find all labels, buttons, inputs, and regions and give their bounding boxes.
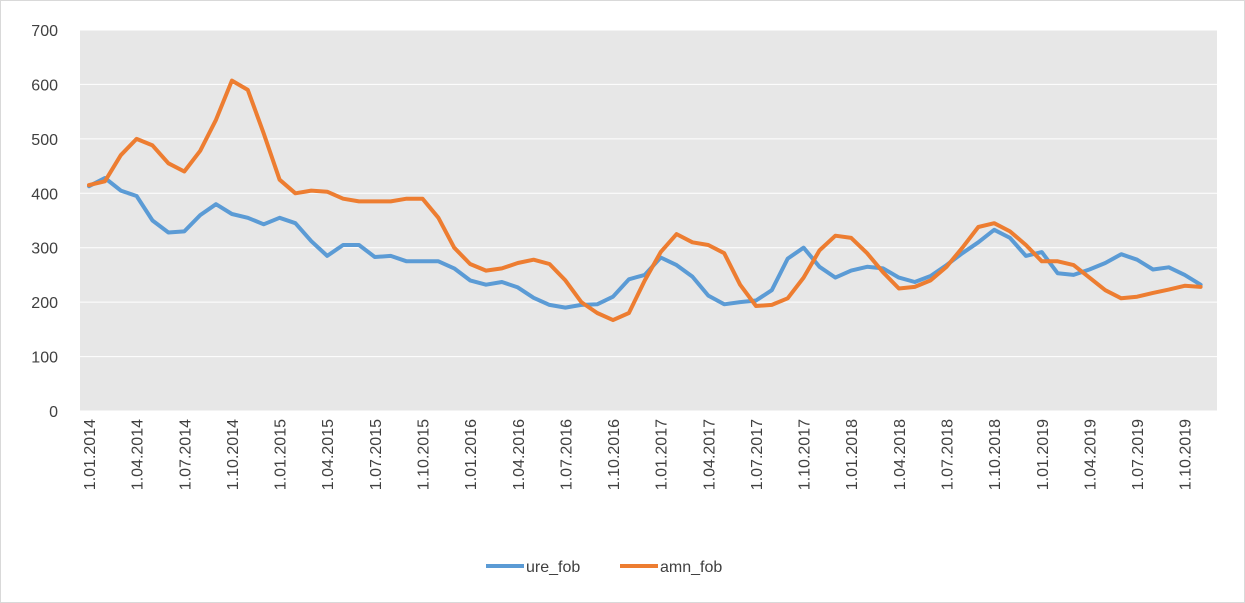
x-tick-label: 1.04.2017 — [701, 419, 718, 490]
x-tick-label: 1.10.2017 — [797, 419, 814, 490]
x-tick-label: 1.04.2019 — [1082, 419, 1099, 490]
line-series — [87, 78, 1203, 323]
x-tick-label: 1.10.2019 — [1178, 419, 1195, 490]
x-tick-label: 1.10.2018 — [987, 419, 1004, 490]
x-tick-label: 1.01.2018 — [844, 419, 861, 490]
x-tick-label: 1.01.2016 — [463, 419, 480, 490]
y-tick-label: 300 — [31, 241, 58, 258]
x-tick-label: 1.10.2014 — [225, 419, 242, 490]
x-tick-label: 1.07.2014 — [177, 419, 194, 490]
y-tick-label: 0 — [49, 404, 58, 421]
y-tick-label: 400 — [31, 186, 58, 203]
x-tick-label: 1.04.2014 — [130, 419, 147, 490]
line-series — [87, 176, 1203, 310]
y-tick-label: 500 — [31, 132, 58, 149]
legend-label: amn_fob — [660, 559, 722, 576]
x-tick-label: 1.07.2018 — [940, 419, 957, 490]
x-tick-label: 1.07.2015 — [368, 419, 385, 490]
x-tick-label: 1.04.2015 — [320, 419, 337, 490]
x-tick-label: 1.01.2019 — [1035, 419, 1052, 490]
y-tick-label: 100 — [31, 350, 58, 367]
x-tick-label: 1.04.2016 — [511, 419, 528, 490]
x-tick-label: 1.07.2016 — [558, 419, 575, 490]
x-tick-label: 1.07.2019 — [1130, 419, 1147, 490]
x-tick-label: 1.01.2015 — [273, 419, 290, 490]
x-tick-label: 1.10.2015 — [415, 419, 432, 490]
y-tick-label: 700 — [31, 23, 58, 40]
x-tick-label: 1.10.2016 — [606, 419, 623, 490]
x-tick-label: 1.01.2014 — [82, 419, 99, 490]
x-tick-label: 1.07.2017 — [749, 419, 766, 490]
legend-label: ure_fob — [526, 559, 580, 576]
y-tick-label: 200 — [31, 295, 58, 312]
x-tick-label: 1.01.2017 — [654, 419, 671, 490]
x-tick-label: 1.04.2018 — [892, 419, 909, 490]
y-tick-label: 600 — [31, 77, 58, 94]
